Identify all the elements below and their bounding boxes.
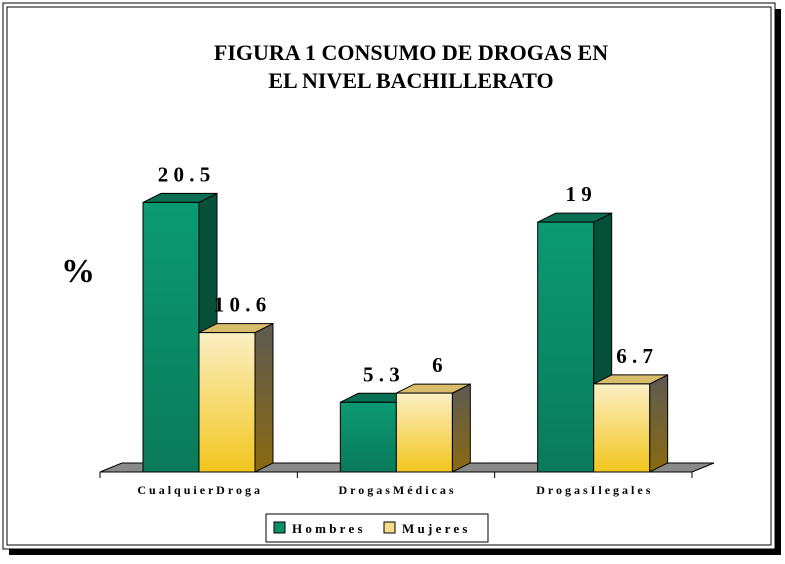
- bar-hombres-cualquier-droga: [142, 201, 200, 473]
- bar-mujeres-drogas-ilegales-side: [649, 374, 669, 473]
- bar-hombres-drogas-medicas: [339, 401, 397, 473]
- legend-swatch-hombres: [273, 521, 286, 534]
- bar-mujeres-drogas-ilegales: [593, 383, 651, 473]
- data-label-hombres-cualquier-droga: 2 0 . 5: [158, 162, 211, 186]
- frame-inner: [6, 6, 772, 546]
- legend-swatch-mujeres: [383, 521, 396, 534]
- data-label-hombres-drogas-ilegales: 1 9: [566, 182, 592, 206]
- data-label-mujeres-cualquier-droga: 1 0 . 6: [214, 293, 267, 317]
- bar-mujeres-cualquier-droga: [198, 332, 256, 473]
- bar-mujeres-drogas-medicas: [395, 392, 453, 473]
- bar-mujeres-drogas-medicas-side: [451, 383, 471, 473]
- data-label-mujeres-drogas-medicas: 6: [432, 353, 443, 377]
- legend-box: [265, 513, 489, 543]
- bar-hombres-drogas-ilegales: [537, 221, 595, 473]
- x-tick-label-cualquier-droga: C u a l q u i e r D r o g a: [137, 483, 260, 497]
- chart-title-line-2: EL NIVEL BACHILLERATO: [268, 68, 553, 93]
- chart-title-line-1: FIGURA 1 CONSUMO DE DROGAS EN: [214, 40, 608, 65]
- data-label-mujeres-drogas-ilegales: 6 . 7: [616, 344, 653, 368]
- x-tick-label-drogas-ilegales: D r o g a s I l e g a l e s: [536, 483, 650, 497]
- legend: H o m b r e s M u j e r e s: [265, 513, 489, 543]
- bar-mujeres-cualquier-droga-side: [254, 322, 274, 473]
- legend-label-hombres: H o m b r e s: [292, 521, 363, 536]
- y-axis-label: %: [61, 253, 95, 290]
- legend-label-mujeres: M u j e r e s: [402, 521, 467, 536]
- bars-group: 2 0 . 5 1 0 . 6 5 . 3 6 1 9 6 . 7: [142, 162, 669, 473]
- data-label-hombres-drogas-medicas: 5 . 3: [363, 362, 400, 386]
- x-axis-ticks: [99, 472, 693, 478]
- x-tick-label-drogas-medicas: D r o g a s M é d i c a s: [338, 483, 453, 497]
